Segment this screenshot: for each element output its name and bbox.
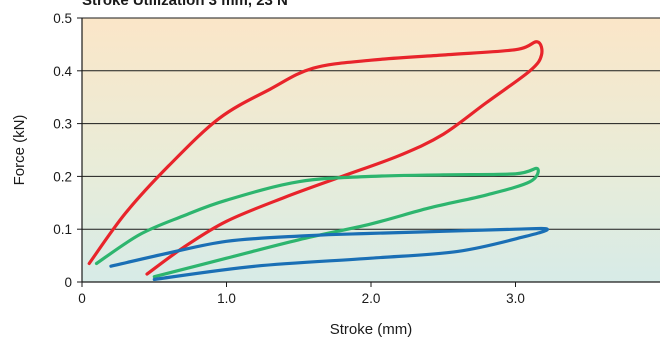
series-line-3 <box>109 226 549 281</box>
y-tick-label: 0.1 <box>53 222 72 237</box>
plot-background <box>82 18 660 282</box>
data-series <box>87 40 549 281</box>
y-tick-label: 0 <box>64 275 72 290</box>
y-tick-label: 0.5 <box>53 11 72 26</box>
x-tick-label: 2.0 <box>362 291 381 306</box>
x-tick-label: 3.0 <box>506 291 525 306</box>
tick-labels: 0 0.1 0.2 0.3 0.4 0.5 0 1.0 2.0 3.0 <box>53 11 525 306</box>
x-axis-label: Stroke (mm) <box>330 321 413 338</box>
chart-title: Stroke Utilization 3 mm, 23 N <box>82 0 288 9</box>
y-tick-label: 0.3 <box>53 117 72 132</box>
y-axis-label: Force (kN) <box>11 115 28 186</box>
y-tick-label: 0.2 <box>53 169 72 184</box>
y-tick-label: 0.4 <box>53 64 72 79</box>
x-tick-label: 1.0 <box>217 291 236 306</box>
gridlines <box>82 17 660 230</box>
x-tick-label: 0 <box>78 291 86 306</box>
series-line-1 <box>87 40 544 276</box>
